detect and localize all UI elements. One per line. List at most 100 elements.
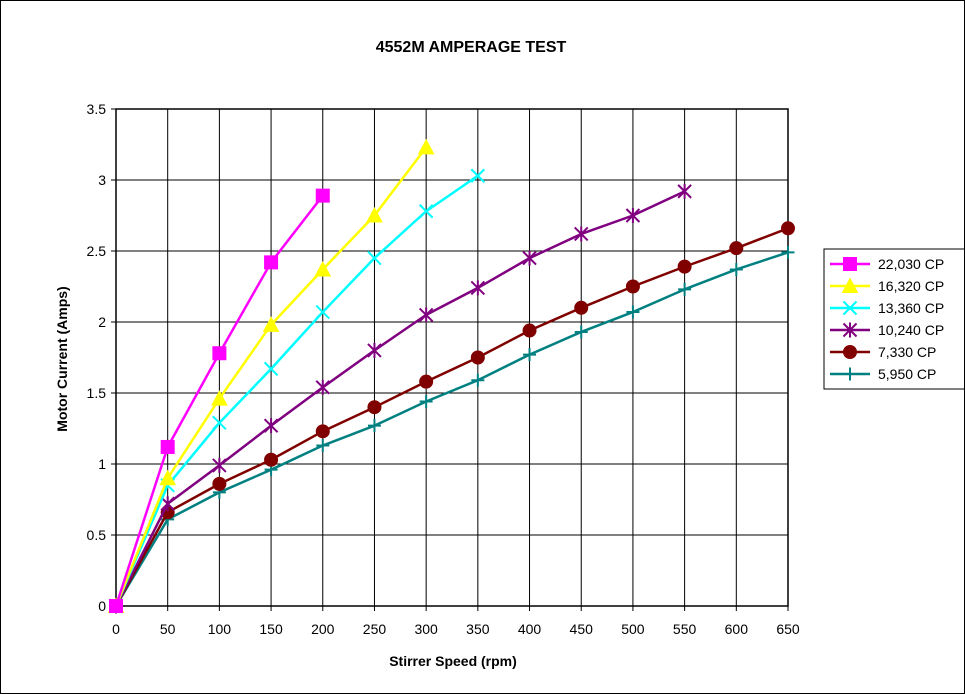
- data-point: [574, 300, 589, 315]
- data-point: [470, 280, 486, 296]
- x-tick-label: 100: [208, 621, 232, 637]
- series-line: [114, 174, 479, 607]
- data-point: [315, 304, 330, 320]
- series-3: [108, 183, 692, 614]
- data-point: [781, 245, 795, 259]
- data-point: [729, 241, 744, 256]
- data-point: [263, 418, 279, 434]
- data-point: [418, 307, 434, 323]
- series-layer: [107, 138, 795, 614]
- x-tick-label: 450: [570, 621, 594, 637]
- legend-swatch-marker: [843, 367, 857, 381]
- x-tick-label: 600: [725, 621, 749, 637]
- data-point: [264, 255, 279, 270]
- x-tick-label: 500: [621, 621, 645, 637]
- series-4: [109, 221, 795, 613]
- legend-swatch-marker: [841, 277, 859, 293]
- x-tick-label: 50: [160, 621, 176, 637]
- data-point: [522, 323, 537, 338]
- data-point: [574, 226, 589, 242]
- y-tick-label: 1: [98, 456, 106, 472]
- plot-border: [115, 108, 789, 607]
- x-tick-label: 200: [311, 621, 335, 637]
- y-axis-title: Motor Current (Amps): [54, 286, 70, 431]
- data-point: [212, 457, 227, 473]
- data-point: [367, 342, 382, 358]
- legend-swatch-marker: [843, 345, 857, 359]
- legend-label: 13,360 CP: [878, 300, 944, 316]
- y-tick-label: 2.5: [87, 243, 107, 259]
- legend-label: 10,240 CP: [878, 322, 944, 338]
- data-point: [315, 424, 330, 439]
- series-0: [109, 188, 330, 613]
- x-tick-label: 0: [112, 621, 120, 637]
- data-point: [523, 348, 537, 362]
- data-point: [471, 373, 485, 387]
- data-point: [729, 262, 743, 276]
- data-point: [419, 395, 433, 409]
- legend-label: 16,320 CP: [878, 278, 944, 294]
- x-tick-label: 650: [776, 621, 800, 637]
- legend-label: 5,950 CP: [878, 366, 936, 382]
- data-point: [522, 250, 537, 266]
- series-line: [114, 190, 686, 607]
- y-tick-label: 1.5: [87, 385, 107, 401]
- x-tick-label: 300: [414, 621, 438, 637]
- x-axis-title: Stirrer Speed (rpm): [389, 653, 517, 669]
- series-5: [109, 245, 795, 613]
- legend-swatch-marker: [843, 257, 857, 271]
- series-line: [114, 227, 789, 607]
- data-point: [159, 469, 177, 486]
- legend-label: 22,030 CP: [878, 256, 944, 272]
- x-tick-label: 350: [466, 621, 490, 637]
- data-point: [574, 325, 588, 339]
- x-tick-label: 400: [518, 621, 542, 637]
- legend-box: [823, 248, 964, 390]
- data-point: [470, 350, 485, 365]
- legend: 22,030 CP 16,320 CP 13,360 CP 10,240 CP 7,33…: [823, 248, 964, 390]
- data-point: [314, 260, 332, 277]
- data-point: [367, 400, 382, 415]
- y-tick-label: 2: [98, 314, 106, 330]
- data-point: [212, 346, 227, 361]
- y-tick-label: 0.5: [87, 527, 107, 543]
- data-point: [160, 439, 175, 454]
- axis-layer: 0 50 100 150 200 250 300 350 400 450 500 550 600 650 0…: [87, 101, 800, 637]
- data-point: [417, 138, 435, 155]
- data-point: [367, 419, 381, 433]
- data-point: [366, 206, 383, 223]
- data-point: [160, 496, 175, 512]
- data-point: [262, 316, 280, 332]
- data-point: [109, 599, 123, 613]
- data-point: [625, 208, 641, 223]
- data-point: [315, 188, 330, 203]
- data-point: [470, 168, 486, 183]
- data-point: [264, 452, 279, 467]
- data-point: [678, 282, 692, 296]
- data-point: [418, 204, 434, 219]
- data-point: [263, 361, 279, 377]
- data-point: [316, 439, 330, 453]
- x-tick-label: 550: [673, 621, 697, 637]
- chart-title: 4552M AMPERAGE TEST: [376, 39, 567, 56]
- legend-label: 7,330 CP: [878, 344, 936, 360]
- y-tick-label: 3.5: [87, 101, 107, 117]
- data-point: [212, 415, 227, 431]
- data-point: [781, 221, 795, 236]
- data-point: [626, 305, 640, 319]
- x-tick-label: 150: [259, 621, 283, 637]
- plot-area: [116, 109, 788, 606]
- data-point: [419, 374, 434, 389]
- series-line: [114, 251, 789, 607]
- data-point: [211, 390, 228, 406]
- data-point: [367, 250, 382, 266]
- y-tick-label: 0: [98, 598, 106, 614]
- data-point: [212, 476, 227, 491]
- data-point: [625, 279, 640, 294]
- data-point: [315, 379, 330, 395]
- data-point: [677, 259, 692, 274]
- data-point: [677, 183, 692, 199]
- legend-swatch-marker: [842, 300, 858, 316]
